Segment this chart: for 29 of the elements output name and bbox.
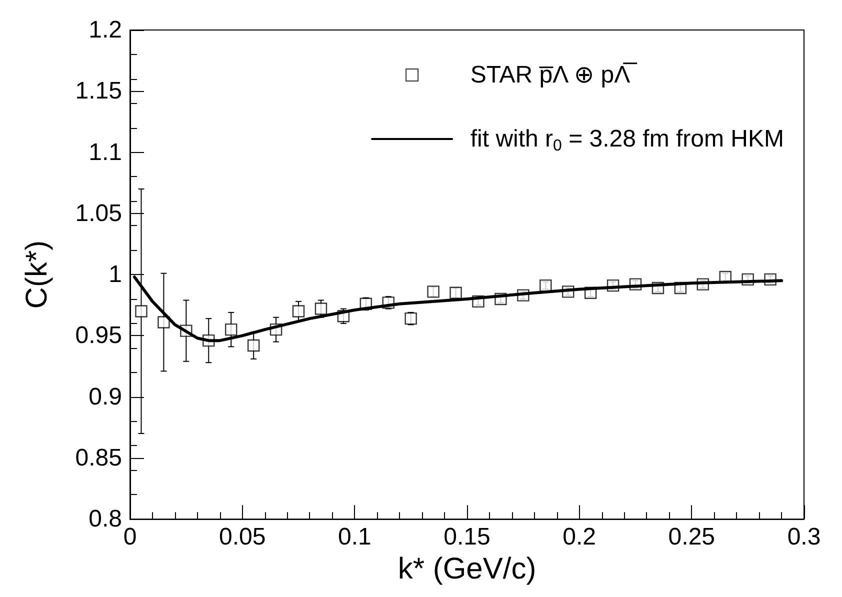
y-tick-label: 0.8 — [88, 506, 122, 533]
legend-label: STAR p̅Λ ⊕ pΛ̅ — [457, 62, 638, 88]
x-tick-label: 0.2 — [562, 524, 596, 551]
y-tick-label: 0.95 — [75, 322, 122, 350]
point — [158, 316, 170, 328]
x-tick-label: 0 — [123, 524, 137, 551]
x-tick-label: 0.1 — [338, 524, 372, 551]
y-tick-label: 1.15 — [75, 78, 122, 105]
point — [404, 312, 417, 325]
x-axis-title: k* (GeV/c) — [398, 552, 536, 586]
y-tick-label: 1.1 — [88, 138, 122, 166]
x-tick-label: 0.25 — [668, 524, 716, 551]
x-tick-label: 0.3 — [787, 524, 821, 551]
point — [247, 339, 260, 352]
y-tick-label: 0.85 — [75, 444, 122, 472]
point — [314, 302, 328, 315]
point — [450, 286, 462, 299]
y-tick-label: 0.9 — [88, 383, 122, 410]
x-tick-label: 0.15 — [444, 524, 490, 551]
point — [225, 323, 238, 336]
point — [292, 305, 305, 318]
y-tick-label: 1.05 — [75, 200, 122, 227]
y-tick-label: 1.2 — [88, 16, 122, 44]
point — [427, 286, 440, 298]
point — [135, 305, 148, 318]
y-axis-title: C(k*) — [20, 240, 54, 309]
point — [540, 279, 552, 292]
x-tick-label: 0.05 — [218, 524, 266, 551]
y-tick-label: 1 — [108, 261, 122, 288]
